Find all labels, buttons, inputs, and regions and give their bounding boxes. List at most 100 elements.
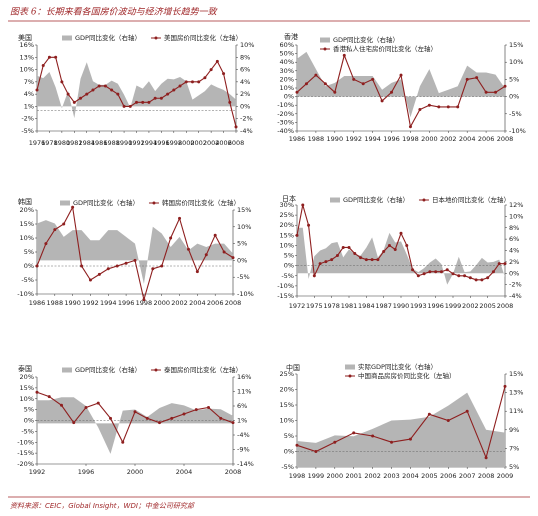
price-point	[204, 253, 208, 257]
y2-tick-label: -5%	[237, 273, 250, 281]
x-tick-label: 2007	[459, 472, 476, 480]
legend-swatch	[154, 368, 158, 372]
y2-tick-label: 6%	[509, 235, 519, 243]
price-point	[324, 260, 328, 264]
price-point	[197, 80, 201, 84]
gdp-area	[37, 220, 233, 284]
price-point	[184, 80, 188, 84]
price-point	[209, 68, 213, 72]
y-tick-label: 20%	[280, 386, 294, 394]
price-point	[109, 416, 112, 420]
y-tick-label: -10%	[17, 438, 34, 446]
price-point	[228, 100, 232, 104]
y2-tick-label: 13%	[509, 389, 523, 397]
price-point	[416, 274, 420, 278]
price-point	[141, 100, 145, 104]
price-point	[66, 92, 70, 96]
price-point	[390, 90, 394, 94]
y2-tick-label: 4%	[509, 247, 519, 255]
x-tick-label: 2008	[228, 139, 245, 147]
y-tick-label: 15%	[280, 231, 294, 239]
price-point	[203, 76, 207, 80]
price-point	[194, 408, 198, 412]
y2-tick-label: 6%	[240, 66, 250, 74]
panel: 香港60%50%40%30%20%10%0%-10%-20%-30%-40%15…	[277, 32, 526, 143]
price-point	[44, 242, 48, 246]
y-tick-label: -2%	[21, 115, 34, 123]
x-tick-label: 1972	[289, 302, 306, 310]
price-point	[106, 267, 110, 271]
x-tick-label: 1986	[289, 135, 306, 143]
price-point	[428, 270, 432, 274]
legend-label: GDP同比变化（右轴）	[333, 35, 399, 44]
legend-swatch	[60, 200, 70, 206]
price-point	[84, 405, 88, 409]
y-tick-label: 10%	[20, 234, 34, 242]
price-point	[85, 92, 89, 96]
price-point	[80, 264, 84, 268]
price-point	[301, 203, 305, 207]
x-tick-label: 2008	[497, 302, 514, 310]
legend-label: GDP同比变化（右轴）	[75, 33, 141, 42]
x-tick-label: 1988	[47, 299, 64, 307]
gdp-area	[297, 51, 505, 118]
legend-label: GDP同比变化（右轴）	[343, 195, 409, 204]
price-point	[399, 73, 403, 77]
price-point	[166, 92, 170, 96]
price-point	[170, 416, 174, 420]
price-point	[422, 272, 426, 276]
legend-swatch	[62, 35, 72, 41]
price-point	[41, 63, 45, 67]
price-point	[219, 416, 223, 420]
y-tick-label: 1%	[24, 102, 34, 110]
price-point	[60, 80, 64, 84]
x-tick-label: 1978	[41, 139, 58, 147]
x-tick-label: 2002	[462, 302, 479, 310]
price-point	[494, 90, 498, 94]
y-tick-label: 10%	[20, 395, 34, 403]
x-tick-label: 2002	[364, 472, 381, 480]
y-tick-label: 30%	[280, 67, 294, 75]
x-tick-label: 2000	[153, 299, 170, 307]
y-tick-label: 5%	[284, 432, 294, 440]
x-tick-label: 2004	[459, 135, 476, 143]
y-tick-label: 20%	[20, 373, 34, 381]
price-point	[53, 228, 57, 232]
x-tick-label: 2005	[421, 472, 438, 480]
price-point	[207, 405, 210, 409]
legend-label: 泰国房价同比变化（左轴）	[164, 365, 242, 374]
price-point	[371, 434, 375, 438]
y-tick-label: 0%	[284, 448, 294, 456]
price-point	[465, 409, 469, 413]
y-tick-label: 0%	[24, 417, 34, 425]
x-tick-label: 2004	[189, 299, 206, 307]
x-tick-label: 1986	[91, 139, 108, 147]
price-point	[480, 278, 484, 282]
legend-label: GDP同比变化（右轴）	[73, 198, 139, 207]
price-point	[54, 55, 58, 59]
x-tick-label: 1996	[383, 135, 400, 143]
y-tick-label: 60%	[280, 41, 294, 49]
price-point	[475, 76, 479, 80]
price-point	[314, 450, 318, 453]
price-point	[434, 270, 438, 274]
x-tick-label: 1990	[64, 299, 81, 307]
price-point	[178, 216, 182, 220]
price-point	[380, 99, 384, 103]
y2-tick-label: 10%	[509, 58, 523, 66]
y2-tick-label: -4%	[509, 292, 522, 300]
y2-tick-label: 0%	[240, 102, 250, 110]
price-point	[172, 88, 176, 92]
y2-tick-label: -10%	[509, 127, 526, 135]
y-tick-label: 16%	[20, 41, 34, 49]
x-tick-label: 2009	[497, 472, 514, 480]
y-tick-label: 15%	[20, 384, 34, 392]
y2-tick-label: 15%	[237, 206, 251, 214]
gdp-area	[37, 62, 236, 119]
y2-tick-label: 4%	[240, 78, 250, 86]
y2-tick-label: -2%	[240, 115, 253, 123]
price-point	[186, 247, 190, 251]
price-point	[451, 272, 455, 276]
